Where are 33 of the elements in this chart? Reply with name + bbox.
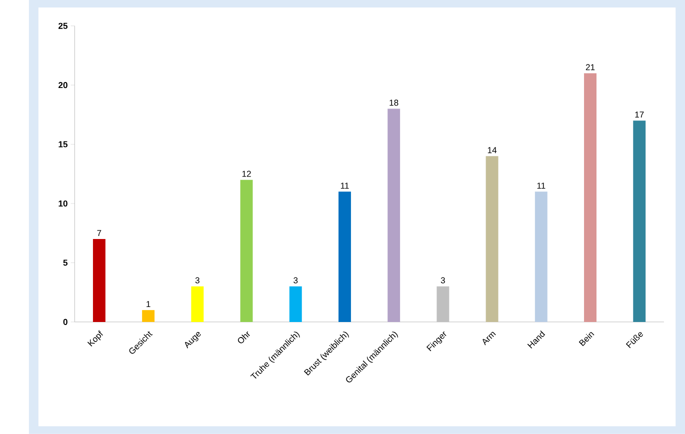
bar <box>338 192 351 322</box>
y-tick-label: 0 <box>63 318 68 325</box>
bar <box>584 73 596 322</box>
data-label: 3 <box>440 277 445 284</box>
bar <box>436 286 450 322</box>
y-tick-label: 25 <box>58 22 68 29</box>
y-tick-label: 20 <box>58 82 68 88</box>
bar <box>534 192 548 322</box>
data-label: 3 <box>294 277 298 284</box>
data-label: 14 <box>488 147 497 154</box>
bar <box>633 120 646 322</box>
data-label: 12 <box>242 170 251 177</box>
data-label: 21 <box>586 64 595 70</box>
bar <box>191 286 204 322</box>
bar <box>388 108 400 322</box>
x-tick-label: Bein <box>578 332 594 346</box>
x-tick-label: Arm <box>482 332 496 346</box>
bar <box>92 239 106 322</box>
data-label: 18 <box>390 100 398 106</box>
x-tick-label: Ohr <box>238 331 250 344</box>
data-label: 3 <box>195 277 200 284</box>
y-tick-label: 10 <box>58 200 68 207</box>
data-label: 17 <box>635 112 644 118</box>
bar <box>486 156 498 322</box>
data-label: 7 <box>97 230 102 236</box>
bar <box>142 310 155 322</box>
data-label: 11 <box>537 182 546 189</box>
data-label: 1 <box>146 301 150 308</box>
bar <box>289 286 302 322</box>
data-label: 11 <box>340 182 349 189</box>
bar <box>240 180 253 322</box>
y-tick-label: 15 <box>58 141 68 148</box>
y-tick-label: 5 <box>63 260 68 266</box>
